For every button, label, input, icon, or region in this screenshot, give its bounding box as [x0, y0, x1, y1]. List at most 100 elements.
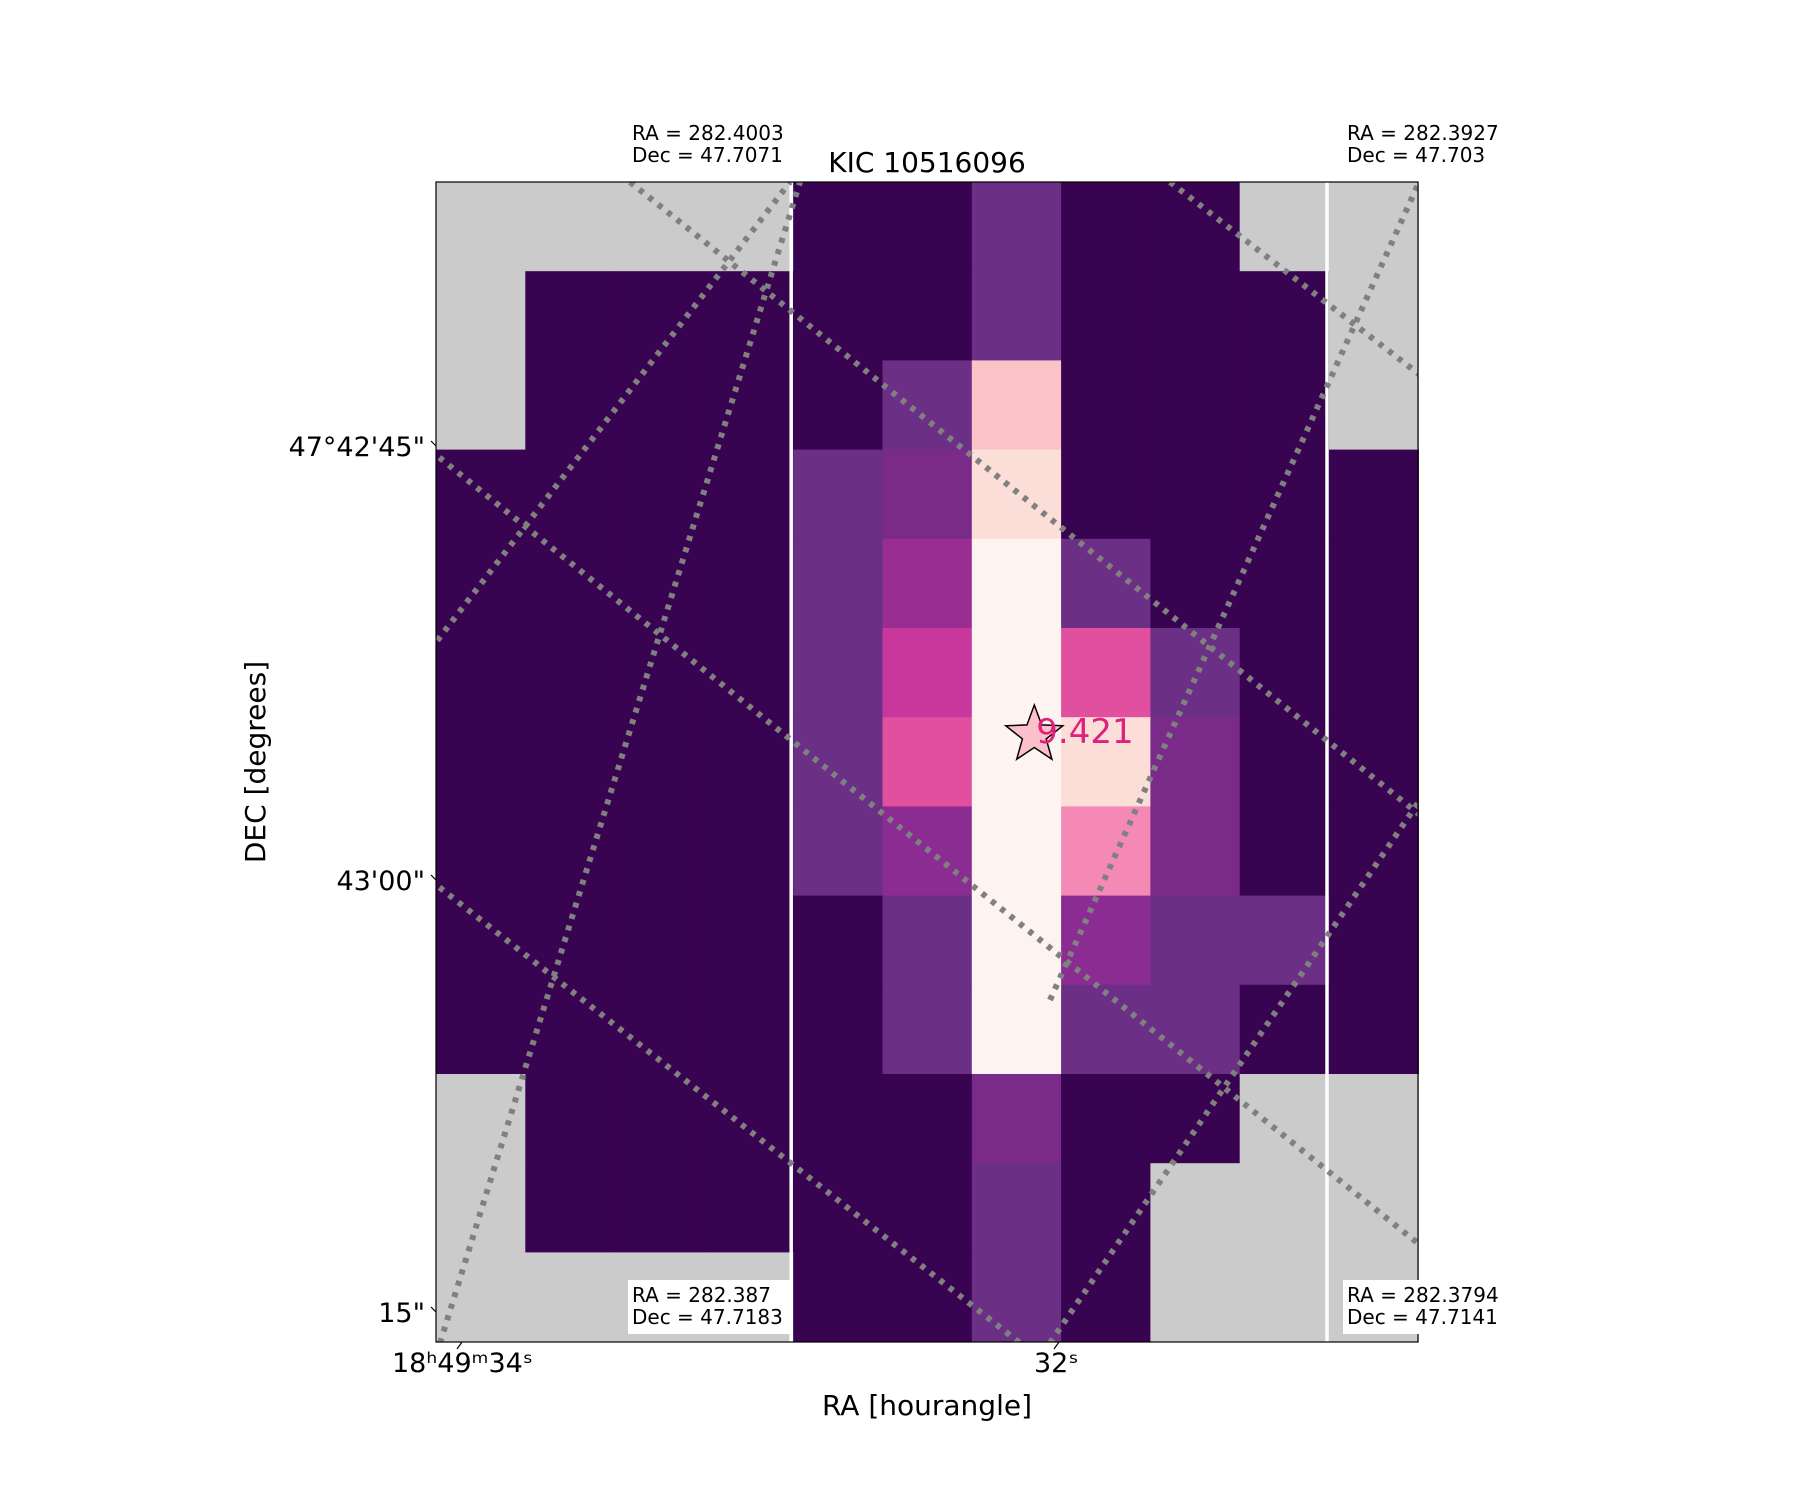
- heatmap-cell: [1150, 271, 1241, 361]
- heatmap-cell: [525, 360, 616, 451]
- heatmap-cell: [614, 449, 705, 540]
- heatmap-cell: [1239, 895, 1330, 986]
- heatmap-cell: [882, 271, 973, 361]
- heatmap-cell: [971, 271, 1062, 361]
- heatmap-cell: [1239, 1252, 1330, 1343]
- heatmap-cell: [1150, 449, 1241, 540]
- heatmap-cell: [793, 1252, 884, 1343]
- heatmap-cell: [793, 1074, 884, 1164]
- heatmap-cell: [614, 360, 705, 451]
- heatmap-cell: [525, 806, 616, 897]
- heatmap-cell: [525, 1074, 616, 1164]
- heatmap-cell: [882, 449, 973, 540]
- heatmap-cell: [793, 628, 884, 718]
- heatmap-cell: [703, 895, 794, 986]
- heatmap-cell: [525, 717, 616, 807]
- heatmap-cell: [436, 360, 526, 451]
- corner-ra-label: RA = 282.4003: [632, 121, 784, 145]
- heatmap-cell: [525, 895, 616, 986]
- heatmap-cell: [1150, 628, 1241, 718]
- heatmap-cell: [703, 449, 794, 540]
- heatmap-cell: [1239, 538, 1330, 629]
- heatmap-cell: [1329, 449, 1419, 540]
- heatmap-cell: [614, 1163, 705, 1253]
- heatmap-cell: [1061, 360, 1151, 451]
- heatmap-cell: [882, 538, 973, 629]
- coordinate-grid-line: [436, 182, 793, 648]
- heatmap-cell: [882, 1074, 973, 1164]
- heatmap-cell: [703, 1163, 794, 1253]
- coordinate-grid-line: [436, 880, 1022, 1342]
- heatmap-cell: [1329, 806, 1419, 897]
- heatmap-cell: [436, 1163, 526, 1253]
- heatmap-cell: [971, 984, 1062, 1075]
- heatmap-cell: [703, 806, 794, 897]
- heatmap-cell: [971, 628, 1062, 718]
- heatmap-cell: [525, 538, 616, 629]
- heatmap-cell: [1239, 628, 1330, 718]
- heatmap-cell: [793, 360, 884, 451]
- heatmap-cell: [1329, 538, 1419, 629]
- x-tick-label: 32ˢ: [1034, 1348, 1078, 1379]
- coordinate-grid-line: [628, 182, 1418, 818]
- heatmap-cell: [1329, 984, 1419, 1075]
- corner-ra-label: RA = 282.3794: [1347, 1283, 1499, 1307]
- heatmap-cell: [525, 182, 616, 272]
- heatmap-cell: [1150, 182, 1241, 272]
- heatmap-cell: [971, 806, 1062, 897]
- heatmap-cell: [793, 1163, 884, 1253]
- heatmap-cell: [614, 538, 705, 629]
- heatmap-cell: [1061, 806, 1151, 897]
- heatmap-cell: [436, 984, 526, 1075]
- corner-dec-label: Dec = 47.7183: [632, 1305, 783, 1329]
- heatmap-cell: [614, 271, 705, 361]
- heatmap-cell: [1061, 984, 1151, 1075]
- heatmap-cell: [1239, 984, 1330, 1075]
- heatmap-cell: [971, 360, 1062, 451]
- y-axis-label: DEC [degrees]: [239, 661, 272, 863]
- heatmap-cell: [614, 182, 705, 272]
- heatmap-cell: [436, 628, 526, 718]
- heatmap-cell: [703, 182, 794, 272]
- heatmap-cell: [1329, 717, 1419, 807]
- heatmap-cell: [971, 1163, 1062, 1253]
- y-tick-mark: [430, 874, 437, 881]
- coordinate-grid-line: [437, 182, 803, 1342]
- heatmap-cell: [882, 182, 973, 272]
- corner-label-background: [1343, 1280, 1505, 1334]
- y-tick-label: 47°42'45": [289, 432, 425, 463]
- pixel-heatmap: [436, 182, 1419, 1343]
- heatmap-cell: [1329, 360, 1419, 451]
- target-marker: 9.421: [1003, 702, 1134, 762]
- target-star-icon: [1003, 702, 1065, 762]
- heatmap-cell: [436, 182, 526, 272]
- heatmap-cell: [614, 806, 705, 897]
- heatmap-cell: [1061, 1074, 1151, 1164]
- heatmap-cell: [1329, 1074, 1419, 1164]
- heatmap-cell: [1150, 1163, 1241, 1253]
- heatmap-cell: [703, 360, 794, 451]
- heatmap-cell: [1150, 1252, 1241, 1343]
- heatmap-cell: [882, 984, 973, 1075]
- corner-dec-label: Dec = 47.7071: [632, 143, 783, 167]
- heatmap-cell: [703, 628, 794, 718]
- heatmap-cell: [882, 717, 973, 807]
- heatmap-cell: [971, 449, 1062, 540]
- heatmap-cell: [525, 628, 616, 718]
- heatmap-cell: [793, 717, 884, 807]
- heatmap-cell: [1061, 449, 1151, 540]
- heatmap-cell: [525, 1252, 616, 1343]
- heatmap-cell: [1239, 1163, 1330, 1253]
- chart-title: KIC 10516096: [828, 146, 1026, 179]
- heatmap-cell: [882, 628, 973, 718]
- heatmap-cell: [1329, 182, 1419, 272]
- heatmap-cell: [1329, 1163, 1419, 1253]
- heatmap-cell: [1061, 271, 1151, 361]
- heatmap-cell: [793, 806, 884, 897]
- heatmap-cell: [793, 984, 884, 1075]
- heatmap-cell: [703, 538, 794, 629]
